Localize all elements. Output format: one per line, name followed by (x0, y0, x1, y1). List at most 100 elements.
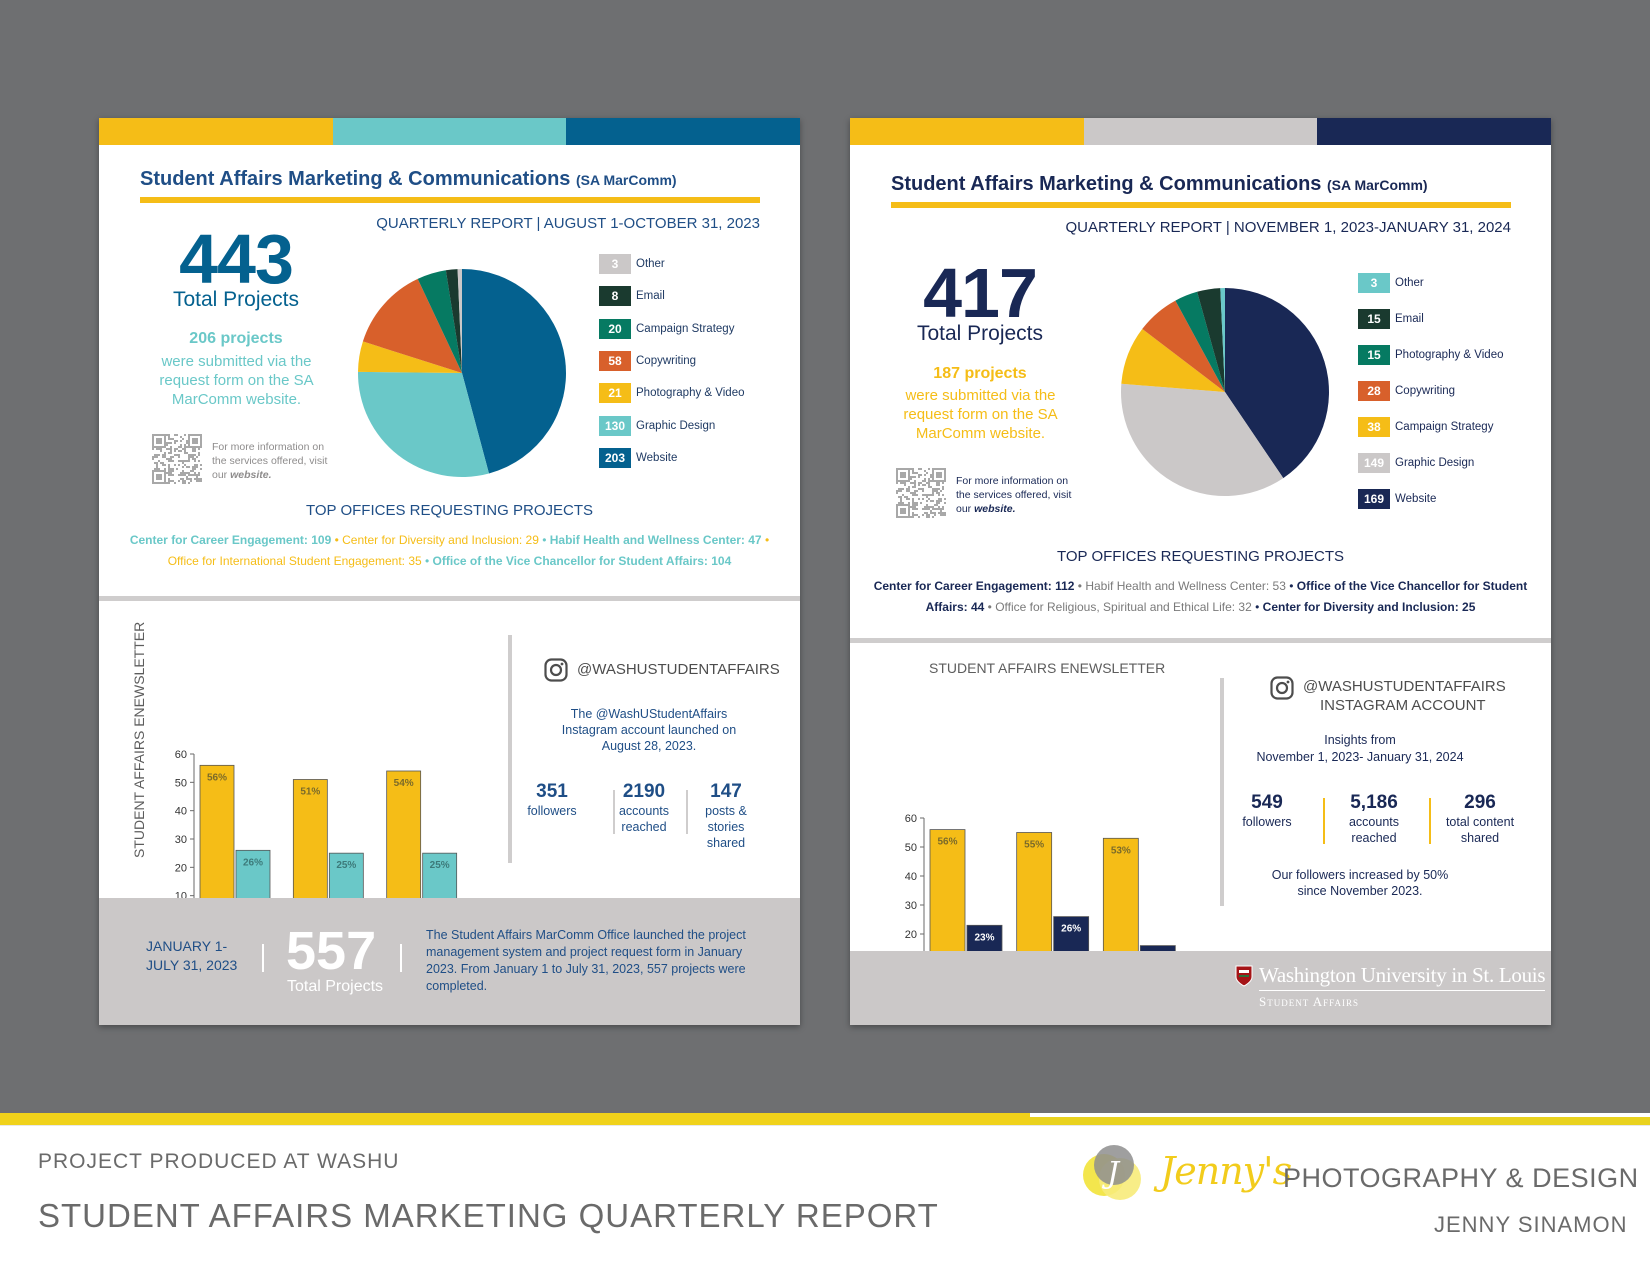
bar-open-rate (199, 764, 235, 925)
total-projects-label: Total Projects (916, 322, 1044, 345)
legend-label: Email (1395, 313, 1424, 325)
report-page-q1: Student Affairs Marketing & Communicatio… (99, 118, 800, 1025)
qr-code[interactable] (896, 468, 946, 518)
y-tick-label: 50 (175, 777, 187, 789)
instagram-account-label: INSTAGRAM ACCOUNT (1320, 697, 1486, 714)
pie-slice-graphic-design (358, 371, 489, 477)
y-tick-label: 60 (905, 813, 917, 825)
pie-slice-website (462, 269, 567, 474)
submitted-description: were submitted via the request form on t… (159, 353, 314, 408)
legend-value: 15 (1358, 309, 1390, 329)
bullet-separator: • (761, 533, 770, 547)
office-entry: Office for Religious, Spiritual and Ethi… (995, 600, 1252, 614)
legend-item: 169 Website (1358, 489, 1436, 509)
office-entry: Habif Health and Wellness Center: 53 (1085, 579, 1286, 593)
office-entry: Habif Health and Wellness Center: 47 (549, 533, 762, 547)
legend-item: 38 Campaign Strategy (1358, 417, 1493, 437)
legend-value: 28 (1358, 381, 1390, 401)
wustl-subtitle: Student Affairs (1259, 994, 1359, 1009)
pie-slice-graphic-design (1121, 383, 1284, 496)
pie-chart-projects (358, 269, 567, 477)
legend-item: 15 Email (1358, 309, 1424, 329)
pie-slice-campaign-strategy (1121, 328, 1225, 392)
offices-heading: TOP OFFICES REQUESTING PROJECTS (1057, 548, 1344, 565)
qr-code[interactable] (152, 434, 202, 484)
y-tick-label: 20 (905, 929, 917, 941)
chart-title-vertical: STUDENT AFFAIRS ENEWSLETTER (131, 621, 147, 858)
instagram-icon[interactable] (544, 658, 568, 682)
caption-line1: PROJECT PRODUCED AT WASHU (38, 1150, 400, 1173)
wustl-rule (1259, 990, 1546, 991)
legend-value: 130 (599, 415, 631, 436)
website-link[interactable]: website. (974, 503, 1016, 515)
bullet-separator: • (984, 600, 996, 614)
footer-separator (262, 944, 264, 972)
legend-label: Other (1395, 277, 1424, 289)
page-title: Student Affairs Marketing & Communicatio… (891, 173, 1428, 195)
report-page-q2: Student Affairs Marketing & Communicatio… (850, 118, 1551, 1025)
pie-slice-other (457, 269, 462, 373)
instagram-icon[interactable] (1270, 676, 1294, 700)
stat-followers: 351 followers (527, 781, 577, 818)
bar-value-label: 56% (207, 772, 227, 783)
bar-value-label: 26% (1061, 924, 1081, 935)
total-projects-number: 443 (179, 220, 294, 298)
legend-label: Website (636, 451, 678, 464)
office-entry: Office of the Vice Chancellor for Studen… (432, 554, 732, 568)
legend-item: 28 Copywriting (1358, 381, 1455, 401)
stripe-line (0, 1125, 1650, 1126)
office-entry: Center for Diversity and Inclusion: 29 (342, 533, 539, 547)
instagram-description: The @WashUStudentAffairs Instagram accou… (561, 707, 737, 753)
bullet-separator: • (1251, 600, 1263, 614)
office-entry: Center for Career Engagement: 112 (873, 579, 1075, 593)
accent-stripe (1030, 1117, 1650, 1125)
page-title: Student Affairs Marketing & Communicatio… (140, 168, 677, 190)
y-tick-label: 50 (905, 842, 917, 854)
stat-posts-shared: 147 posts & stories shared (705, 781, 747, 850)
legend-value: 58 (599, 350, 631, 371)
footer-date-range: JANUARY 1- JULY 31, 2023 (146, 938, 238, 973)
jenny-logo-icon[interactable]: J (1082, 1143, 1146, 1207)
color-bar (99, 118, 800, 145)
wustl-name: Washington University in St. Louis (1259, 963, 1546, 987)
legend-value: 3 (1358, 273, 1390, 293)
y-tick-label: 30 (175, 834, 187, 846)
brand-script: Jenny's (1160, 1149, 1292, 1193)
qr-info-text: For more information on the services off… (956, 475, 1072, 515)
caption-line2: STUDENT AFFAIRS MARKETING QUARTERLY REPO… (38, 1197, 939, 1234)
bar-value-label: 51% (300, 787, 320, 798)
legend-item: 130 Graphic Design (599, 415, 716, 436)
legend-label: Photography & Video (636, 387, 745, 400)
title-rule (891, 202, 1511, 208)
stat-separator (1323, 798, 1325, 844)
qr-info-text: For more information on the services off… (212, 441, 328, 481)
stat-accounts-reached: 2190 accounts reached (618, 781, 670, 834)
legend-item: 15 Photography & Video (1358, 345, 1503, 365)
author-name: JENNY SINAMON (1434, 1212, 1628, 1237)
period-label: QUARTERLY REPORT | AUGUST 1-OCTOBER 31, … (376, 215, 760, 232)
submitted-count: 206 projects (189, 330, 283, 347)
y-tick-label: 30 (905, 900, 917, 912)
pie-slice-website (1225, 288, 1329, 479)
legend-value: 203 (599, 447, 631, 468)
stat-accounts-reached: 5,186 accounts reached (1348, 792, 1400, 845)
bullet-separator: • (538, 533, 550, 547)
legend-item: 58 Copywriting (599, 350, 696, 371)
submitted-count: 187 projects (933, 365, 1027, 382)
color-bar (850, 118, 1551, 145)
legend-label: Campaign Strategy (1395, 421, 1494, 433)
pie-slice-other (1220, 288, 1225, 392)
vertical-divider (508, 635, 512, 863)
wustl-logo[interactable]: Washington University in St. Louis Stude… (1235, 963, 1546, 1010)
bar-value-label: 55% (1024, 840, 1044, 851)
legend-label: Graphic Design (636, 419, 716, 432)
legend-value: 169 (1358, 489, 1390, 509)
bar-chart-enewsletter: 010203040506056%26%Aug.51%25%Sept.54%25%… (175, 749, 475, 972)
pie-chart-projects (1121, 288, 1329, 496)
bar-value-label: 25% (336, 860, 356, 871)
stat-separator (613, 790, 615, 834)
vertical-divider (1220, 678, 1224, 906)
bullet-separator: • (331, 533, 343, 547)
website-link[interactable]: website. (230, 469, 272, 481)
legend-item: 3 Other (1358, 273, 1424, 293)
